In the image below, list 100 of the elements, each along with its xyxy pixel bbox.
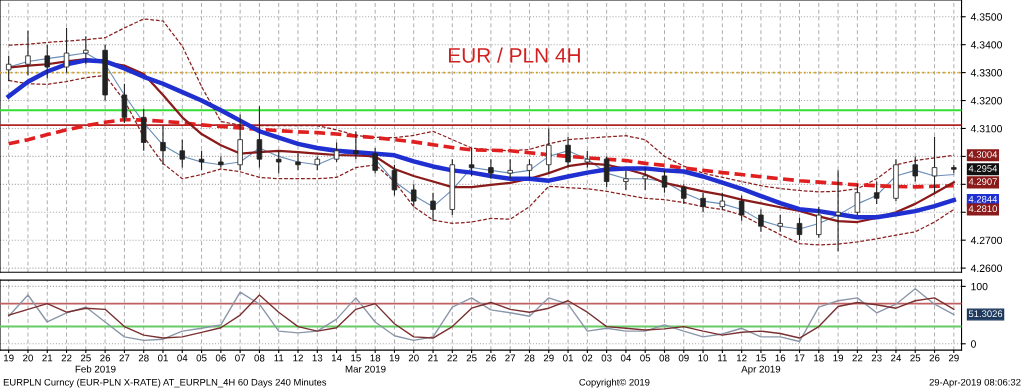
candlestick	[700, 192, 706, 213]
x-tick-label: 05	[640, 354, 651, 362]
text: 4.2844	[968, 195, 998, 203]
y-tick-label: 4.2700	[970, 236, 1003, 245]
x-tick-label: 12	[293, 354, 303, 362]
y-tick-label: 4.3300	[970, 69, 1003, 77]
x-tick-label: 26	[100, 354, 111, 362]
x-tick-label: 16	[775, 354, 786, 362]
y-tick-label: 0	[970, 340, 976, 348]
text: Apr 2019	[741, 365, 781, 375]
x-tick-label: 20	[23, 354, 33, 362]
candlestick	[835, 169, 841, 252]
text: 4.2907	[968, 178, 997, 185]
candlestick	[854, 183, 861, 216]
x-tick-label: 09	[678, 354, 689, 362]
x-tick-label: 19	[389, 354, 400, 362]
x-tick-label: 03	[601, 354, 612, 362]
candlestick	[526, 158, 533, 180]
x-tick-label: 14	[331, 354, 342, 362]
candlestick	[758, 208, 764, 233]
candlestick	[430, 192, 436, 222]
x-tick-label: 18	[370, 354, 381, 362]
candlestick	[44, 44, 50, 79]
candlestick	[275, 150, 282, 174]
x-tick-label: 29	[543, 354, 554, 362]
x-tick-label: 18	[814, 354, 824, 362]
candlestick	[411, 183, 417, 208]
candlestick	[333, 141, 340, 163]
x-tick-label: 11	[718, 354, 727, 362]
text: 4.2954	[968, 165, 998, 172]
candlestick	[295, 153, 301, 171]
candlestick	[179, 139, 186, 169]
candlestick	[681, 183, 687, 205]
candlestick	[353, 130, 359, 160]
x-tick-label: 25	[910, 354, 921, 362]
x-tick-label: 15	[351, 354, 361, 362]
candlestick	[488, 158, 494, 180]
text: EUR / PLN 4H	[448, 47, 580, 63]
x-tick-label: 22	[447, 354, 458, 362]
text: Copyright© 2019	[579, 378, 650, 388]
candlestick	[816, 206, 822, 238]
x-tick-label: 28	[138, 354, 149, 362]
y-tick-label: 4.2600	[970, 264, 1003, 272]
candlestick	[372, 147, 378, 174]
candlestick	[5, 55, 12, 82]
text: 51.3026	[968, 310, 1003, 318]
candlestick	[198, 150, 205, 171]
x-tick-label: 23	[871, 354, 882, 362]
candlestick	[121, 83, 128, 124]
text: 4.2810	[968, 205, 997, 212]
candlestick	[796, 217, 803, 241]
x-tick-label: 21	[42, 354, 53, 362]
x-tick-label: 06	[215, 354, 226, 362]
candlestick	[218, 155, 224, 169]
x-tick-label: 25	[466, 354, 477, 362]
text: 4.3004	[968, 151, 998, 158]
candlestick	[642, 167, 648, 191]
candlestick	[507, 158, 513, 180]
x-tick-label: 27	[505, 354, 516, 362]
x-tick-label: 27	[119, 354, 130, 362]
candlestick	[83, 35, 89, 65]
candlestick	[912, 155, 918, 183]
x-tick-label: 15	[756, 354, 766, 362]
x-tick-label: 05	[196, 354, 207, 362]
x-tick-label: 17	[794, 354, 805, 362]
candlestick	[468, 147, 475, 177]
x-tick-label: 12	[736, 354, 747, 362]
candlestick	[873, 180, 880, 205]
candlestick	[160, 125, 166, 166]
x-tick-label: 04	[620, 354, 632, 362]
line-series	[8, 18, 955, 193]
text: EURPLN Curncy (EUR-PLN X-RATE) AT_EURPLN_4H 60 Days 240 Minutes	[3, 378, 327, 388]
text: Mar 2019	[345, 365, 386, 373]
x-tick-label: 02	[582, 354, 593, 362]
x-tick-label: 29	[948, 354, 959, 362]
candlestick	[256, 105, 263, 169]
x-tick-label: 01	[157, 354, 168, 362]
x-tick-label: 22	[852, 354, 863, 362]
x-tick-label: 19	[4, 354, 14, 362]
x-tick-label: 01	[563, 354, 573, 362]
y-tick-label: 4.3200	[970, 97, 1003, 105]
x-tick-label: 10	[698, 354, 709, 362]
candlestick	[565, 136, 571, 169]
candlestick	[25, 30, 31, 76]
x-tick-label: 19	[833, 354, 844, 362]
y-tick-label: 4.3500	[970, 13, 1003, 21]
candlestick	[931, 136, 938, 194]
candlestick	[623, 169, 629, 191]
x-tick-label: 25	[80, 354, 91, 362]
x-tick-label: 26	[485, 354, 496, 362]
x-tick-label: 08	[659, 354, 670, 362]
x-tick-label: 11	[274, 354, 284, 362]
line-series	[7, 287, 955, 343]
line-series	[8, 74, 955, 246]
text: 29-Apr-2019 08:06:32	[929, 378, 1021, 388]
y-tick-label: 4.3400	[970, 41, 1003, 49]
x-tick-label: 04	[177, 354, 188, 362]
y-tick-label: 100	[971, 282, 988, 291]
candlestick	[661, 169, 668, 194]
x-tick-label: 20	[408, 354, 419, 362]
